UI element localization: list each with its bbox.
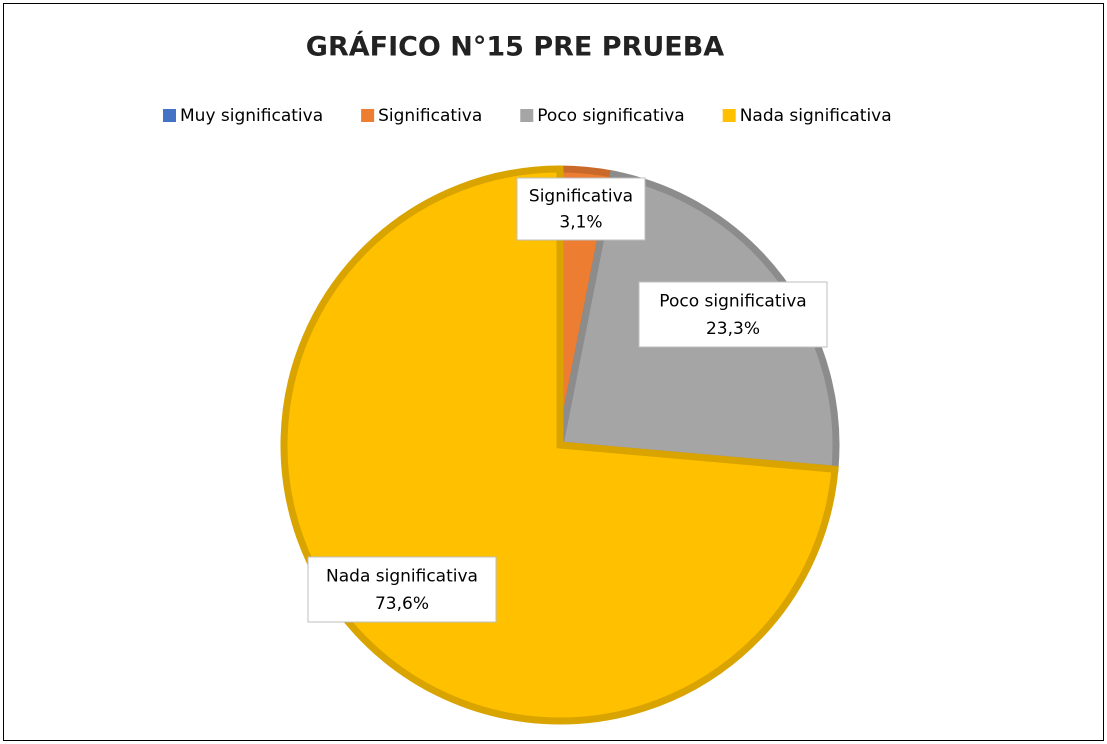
- legend-swatch: [163, 109, 176, 122]
- legend-swatch: [361, 109, 375, 122]
- data-label-category: Poco significativa: [659, 292, 806, 312]
- data-label: 73,6%: [375, 594, 429, 614]
- legend: Muy significativa Significativa Poco signi…: [163, 106, 892, 126]
- data-label: 23,3%: [706, 319, 760, 339]
- pie: [280, 165, 840, 725]
- legend-label: Nada significativa: [740, 106, 892, 126]
- data-label-box: [516, 177, 646, 241]
- data-label-box: [307, 556, 497, 623]
- data-label: 3,1%: [559, 213, 602, 233]
- data-labels: Significativa 3,1% Poco significativa 23,3%…: [307, 177, 828, 623]
- data-label-box: [638, 281, 828, 348]
- data-label-category: Significativa: [529, 187, 633, 207]
- legend-label: Muy significativa: [180, 106, 323, 126]
- legend-label: Significativa: [378, 106, 482, 126]
- data-label-category: Nada significativa: [326, 567, 478, 587]
- legend-label: Poco significativa: [537, 106, 684, 126]
- legend-swatch: [520, 109, 534, 122]
- chart-title: GRÁFICO N°15 PRE PRUEBA: [306, 31, 725, 63]
- legend-swatch: [722, 109, 736, 122]
